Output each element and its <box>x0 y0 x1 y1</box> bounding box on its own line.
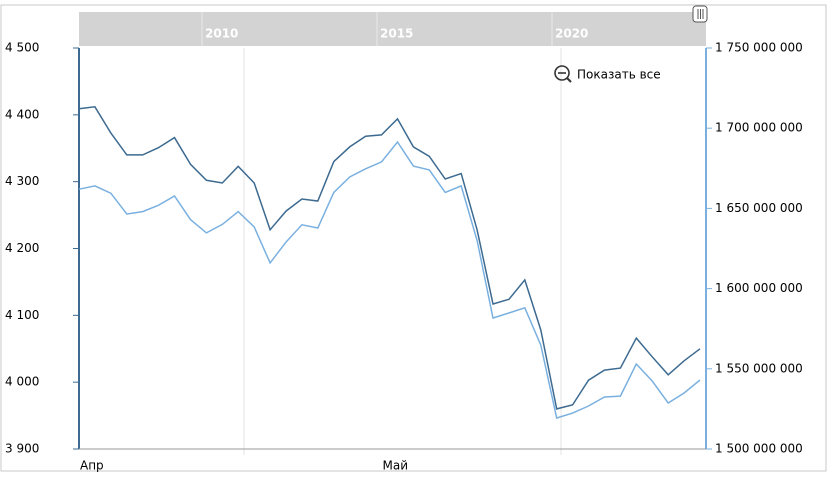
y2-tick-label: 1 650 000 000 <box>715 201 803 215</box>
y2-tick-label: 1 700 000 000 <box>715 121 803 135</box>
series-line <box>78 105 701 410</box>
zoom-out-label[interactable]: Показать все <box>577 68 661 82</box>
x-tick-label: Май <box>383 459 409 473</box>
y-tick-label: 4 200 <box>5 241 39 255</box>
y-tick-label: 4 000 <box>5 375 39 389</box>
y-tick-label: 4 300 <box>5 174 39 188</box>
y2-tick-label: 1 600 000 000 <box>715 281 803 295</box>
series-line <box>78 140 701 419</box>
y-tick-label: 4 100 <box>5 308 39 322</box>
y-tick-label: 4 400 <box>5 107 39 121</box>
scrollbar[interactable] <box>79 12 706 46</box>
y-tick-label: 3 900 <box>5 442 39 456</box>
y2-tick-label: 1 500 000 000 <box>715 442 803 456</box>
scroll-label: 2010 <box>205 27 238 41</box>
scroll-label: 2015 <box>380 27 413 41</box>
x-tick-label: Апр <box>80 459 104 473</box>
scroll-grip[interactable] <box>692 5 708 23</box>
y-tick-label: 4 500 <box>5 41 39 55</box>
scroll-label: 2020 <box>555 27 588 41</box>
zoom-out-button[interactable]: Показать все <box>554 65 661 83</box>
frame <box>0 4 827 472</box>
y2-tick-label: 1 550 000 000 <box>715 361 803 375</box>
y2-tick-label: 1 750 000 000 <box>715 41 803 55</box>
